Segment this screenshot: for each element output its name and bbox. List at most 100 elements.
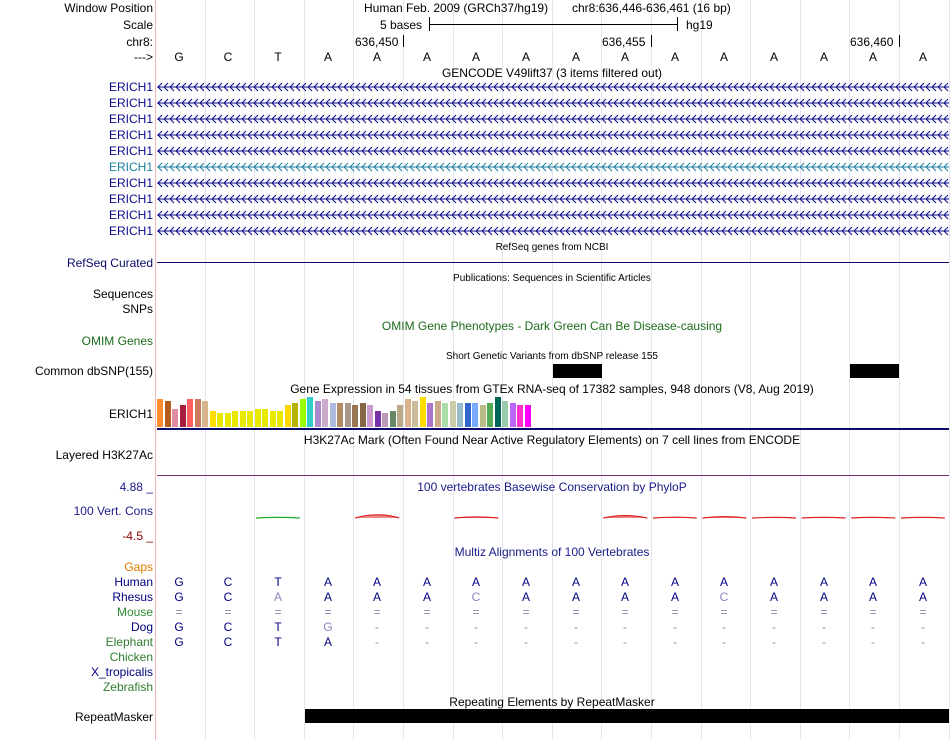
snp-feature[interactable] xyxy=(850,364,899,378)
phylop-score[interactable] xyxy=(355,514,400,519)
gtex-tissue-bar[interactable] xyxy=(479,405,486,427)
gtex-tissue-bar[interactable] xyxy=(397,405,403,427)
gtex-tissue-bar[interactable] xyxy=(157,399,163,427)
species-label[interactable]: Elephant xyxy=(105,635,153,649)
refseq-line[interactable] xyxy=(157,262,949,263)
snp-feature[interactable] xyxy=(553,364,602,378)
gencode-gene-label[interactable]: ERICH1 xyxy=(108,176,153,190)
gtex-tissue-bar[interactable] xyxy=(209,411,216,427)
refseq-title[interactable]: RefSeq genes from NCBI xyxy=(495,242,609,253)
phylop-score[interactable] xyxy=(900,516,945,519)
gencode-gene-label[interactable]: ERICH1 xyxy=(108,80,153,94)
omim-title[interactable]: OMIM Gene Phenotypes - Dark Green Can Be… xyxy=(381,319,723,333)
gtex-tissue-bar[interactable] xyxy=(179,405,186,427)
species-label[interactable]: Rhesus xyxy=(112,590,153,604)
phylop-score[interactable] xyxy=(603,515,648,519)
gencode-transcript[interactable] xyxy=(157,82,949,93)
gencode-gene-label[interactable]: ERICH1 xyxy=(108,192,153,206)
gtex-tissue-bar[interactable] xyxy=(427,403,433,427)
gtex-tissue-bar[interactable] xyxy=(524,405,531,427)
gtex-tissue-bar[interactable] xyxy=(374,411,381,427)
repeatmasker-label[interactable]: RepeatMasker xyxy=(74,710,153,724)
gtex-tissue-bar[interactable] xyxy=(314,401,321,427)
phylop-score[interactable] xyxy=(255,516,301,519)
gtex-tissue-bar[interactable] xyxy=(322,399,328,427)
gencode-transcript[interactable] xyxy=(157,98,949,109)
gtex-tissue-bar[interactable] xyxy=(449,401,456,427)
omim-label[interactable]: OMIM Genes xyxy=(81,334,153,348)
species-label[interactable]: Zebrafish xyxy=(102,680,153,694)
gencode-gene-label[interactable]: ERICH1 xyxy=(108,128,153,142)
gtex-tissue-bar[interactable] xyxy=(172,409,178,427)
phylop-score[interactable] xyxy=(652,516,697,519)
gtex-tissue-bar[interactable] xyxy=(164,401,171,427)
gtex-tissue-bar[interactable] xyxy=(434,401,441,427)
gencode-transcript[interactable] xyxy=(157,146,949,157)
refseq-label[interactable]: RefSeq Curated xyxy=(66,256,153,270)
gtex-tissue-bar[interactable] xyxy=(224,413,231,427)
gtex-tissue-bar[interactable] xyxy=(412,401,418,427)
gtex-tissue-bar[interactable] xyxy=(277,411,283,427)
species-label[interactable]: X_tropicalis xyxy=(90,665,153,679)
phylop-score[interactable] xyxy=(851,516,896,519)
gtex-tissue-bar[interactable] xyxy=(472,403,478,427)
gtex-tissue-bar[interactable] xyxy=(239,411,246,427)
gtex-tissue-bar[interactable] xyxy=(187,399,193,427)
gtex-tissue-bar[interactable] xyxy=(344,403,351,427)
dbsnp-label[interactable]: Common dbSNP(155) xyxy=(34,364,153,378)
h3k27ac-label[interactable]: Layered H3K27Ac xyxy=(55,448,153,462)
gtex-tissue-bar[interactable] xyxy=(382,413,388,427)
gtex-tissue-bar[interactable] xyxy=(404,399,411,427)
gtex-tissue-bar[interactable] xyxy=(517,405,523,427)
snps-label[interactable]: SNPs xyxy=(122,302,153,316)
species-label[interactable]: Human xyxy=(114,575,153,589)
gencode-title[interactable]: GENCODE V49lift37 (3 items filtered out) xyxy=(441,66,663,80)
gaps-label[interactable]: Gaps xyxy=(124,560,153,574)
repeat-feature[interactable] xyxy=(305,709,949,723)
gtex-tissue-bar[interactable] xyxy=(389,411,396,427)
gtex-tissue-bar[interactable] xyxy=(292,403,298,427)
gtex-tissue-bar[interactable] xyxy=(269,411,276,427)
gtex-tissue-bar[interactable] xyxy=(284,405,291,427)
gtex-tissue-bar[interactable] xyxy=(487,403,493,427)
gtex-tissue-bar[interactable] xyxy=(367,405,373,427)
gtex-tissue-bar[interactable] xyxy=(232,411,238,427)
gencode-transcript[interactable] xyxy=(157,178,949,189)
gtex-tissue-bar[interactable] xyxy=(359,403,366,427)
gtex-tissue-bar[interactable] xyxy=(247,411,253,427)
position-readout[interactable]: chr8:636,446-636,461 (16 bp) xyxy=(572,1,731,15)
phylop-score[interactable] xyxy=(801,516,846,519)
gencode-transcript[interactable] xyxy=(157,194,949,205)
sequences-label[interactable]: Sequences xyxy=(92,287,153,301)
gtex-tissue-bar[interactable] xyxy=(217,413,223,427)
gtex-tissue-bar[interactable] xyxy=(502,401,508,427)
phylop-score[interactable] xyxy=(702,516,747,519)
phylop-score[interactable] xyxy=(751,516,797,519)
gtex-title[interactable]: Gene Expression in 54 tissues from GTEx … xyxy=(290,382,814,396)
gtex-tissue-bar[interactable] xyxy=(509,403,516,427)
species-label[interactable]: Chicken xyxy=(109,650,153,664)
cons-label[interactable]: 100 Vert. Cons xyxy=(73,504,153,518)
gtex-tissue-bar[interactable] xyxy=(442,403,448,427)
species-label[interactable]: Mouse xyxy=(116,605,153,619)
gencode-gene-label[interactable]: ERICH1 xyxy=(108,144,153,158)
h3k27ac-title[interactable]: H3K27Ac Mark (Often Found Near Active Re… xyxy=(303,433,801,447)
gtex-tissue-bar[interactable] xyxy=(194,399,201,427)
gtex-tissue-bar[interactable] xyxy=(337,403,343,427)
gencode-transcript[interactable] xyxy=(157,226,949,237)
gencode-transcript[interactable] xyxy=(157,114,949,125)
gtex-tissue-bar[interactable] xyxy=(457,403,463,427)
gtex-tissue-bar[interactable] xyxy=(329,403,336,427)
gtex-tissue-bar[interactable] xyxy=(307,397,313,427)
gencode-transcript[interactable] xyxy=(157,130,949,141)
gtex-tissue-bar[interactable] xyxy=(494,397,501,427)
gencode-transcript[interactable] xyxy=(157,210,949,221)
gtex-tissue-bar[interactable] xyxy=(464,403,471,427)
gtex-tissue-bar[interactable] xyxy=(299,399,306,427)
gencode-gene-label[interactable]: ERICH1 xyxy=(108,160,153,174)
gtex-tissue-bar[interactable] xyxy=(352,405,358,427)
gencode-transcript[interactable] xyxy=(157,162,949,173)
gtex-tissue-bar[interactable] xyxy=(262,409,268,427)
gtex-tissue-bar[interactable] xyxy=(254,409,261,427)
